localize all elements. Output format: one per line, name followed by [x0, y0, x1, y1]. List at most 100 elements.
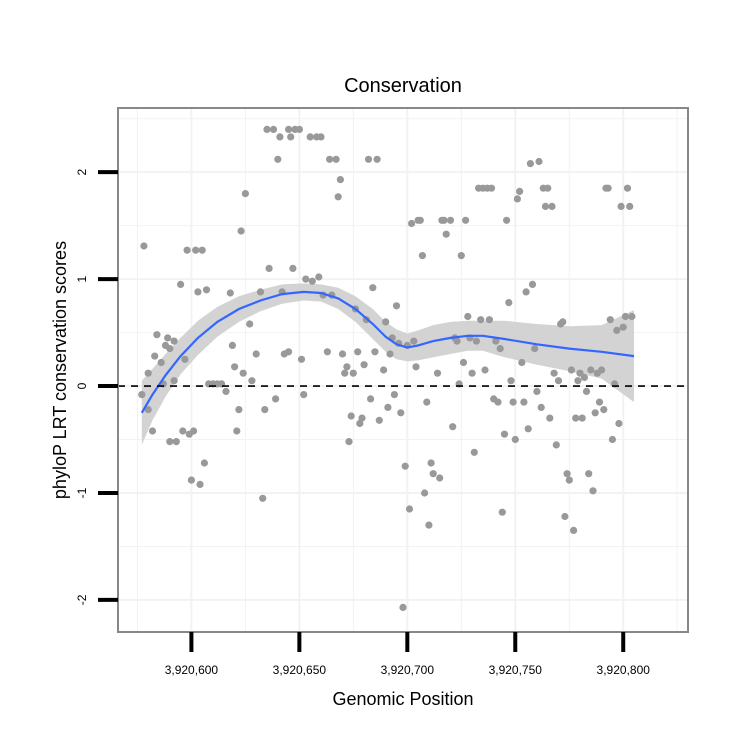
data-point: [541, 202, 550, 210]
data-point: [485, 316, 493, 324]
data-point: [613, 326, 621, 334]
data-point: [181, 355, 189, 363]
data-point: [144, 406, 152, 414]
data-point: [164, 334, 172, 342]
data-point: [295, 125, 303, 133]
data-point: [565, 476, 573, 484]
data-point: [468, 369, 476, 377]
data-point: [256, 288, 265, 296]
data-point: [574, 377, 582, 385]
data-point: [526, 160, 535, 168]
data-point: [598, 366, 606, 374]
data-point: [371, 348, 379, 356]
data-point: [231, 363, 239, 371]
data-point: [187, 476, 195, 484]
data-point: [570, 526, 578, 535]
data-point: [492, 337, 500, 345]
data-point: [190, 427, 198, 435]
confidence-ribbon-group: [141, 283, 635, 445]
data-point: [192, 246, 200, 254]
data-point: [276, 133, 284, 141]
data-point: [412, 363, 420, 371]
smooth-line-group: [140, 290, 635, 414]
data-point: [302, 275, 310, 283]
data-point: [380, 366, 388, 374]
data-point: [265, 264, 273, 272]
data-point: [552, 441, 560, 449]
data-point: [343, 363, 351, 371]
data-point: [608, 435, 617, 444]
x-tick-label: 3,920,600: [165, 663, 219, 677]
data-point: [576, 369, 584, 377]
data-point: [202, 286, 211, 294]
data-point: [453, 337, 461, 345]
data-point: [524, 425, 532, 433]
data-point: [375, 416, 383, 424]
y-tick-label: -1: [75, 487, 89, 498]
data-point: [572, 414, 580, 422]
data-point: [392, 302, 401, 310]
data-point: [429, 470, 437, 478]
data-point: [252, 350, 260, 358]
data-point: [626, 202, 634, 210]
data-point: [367, 395, 375, 403]
data-point: [369, 284, 377, 292]
data-point: [544, 184, 552, 192]
data-point: [382, 318, 390, 326]
data-point: [585, 470, 593, 478]
data-point: [183, 246, 191, 254]
data-point: [140, 242, 148, 250]
data-point: [259, 494, 267, 502]
data-point: [297, 355, 306, 363]
data-point: [341, 369, 349, 377]
data-point: [477, 316, 485, 324]
data-point: [222, 387, 230, 395]
data-point: [436, 474, 444, 482]
data-point: [520, 398, 528, 406]
smooth-line: [140, 290, 635, 414]
data-point: [289, 264, 297, 272]
data-point: [580, 373, 589, 382]
data-point: [194, 288, 202, 296]
data-point: [595, 398, 604, 406]
data-point: [237, 227, 245, 235]
data-point: [628, 312, 636, 321]
chart-title: Conservation: [344, 75, 462, 97]
y-axis-label: phyloP LRT conservation scores: [50, 241, 70, 499]
data-point: [423, 398, 431, 406]
data-point: [410, 337, 418, 345]
data-point: [349, 369, 357, 377]
x-tick-label: 3,920,750: [489, 663, 543, 677]
data-point: [509, 398, 517, 406]
data-point: [248, 377, 256, 385]
confidence-ribbon: [141, 283, 635, 445]
data-point: [589, 487, 597, 495]
data-point: [408, 219, 416, 228]
data-point: [459, 358, 468, 367]
data-point: [272, 395, 280, 403]
x-axis-label: Genomic Position: [332, 689, 473, 709]
data-point: [235, 406, 243, 414]
data-point: [179, 427, 187, 435]
data-point: [563, 470, 571, 478]
data-point: [153, 331, 161, 339]
data-point: [623, 184, 632, 192]
data-point: [144, 369, 152, 377]
data-point: [470, 448, 478, 456]
y-tick-label: 2: [75, 169, 89, 176]
data-point: [505, 299, 513, 307]
data-point: [582, 387, 591, 395]
data-point: [261, 406, 269, 414]
panel-border: [117, 107, 689, 633]
data-point: [487, 184, 496, 192]
x-tick-label: 3,920,650: [273, 663, 327, 677]
data-point: [386, 350, 394, 358]
data-point: [306, 133, 314, 141]
data-point: [518, 358, 526, 367]
data-point: [442, 230, 450, 238]
data-point: [619, 323, 627, 331]
data-point: [550, 369, 558, 377]
axis-ticks: 3,920,600 3,920,650 3,920,700 3,920,750 3,92…: [75, 169, 650, 677]
data-point: [354, 348, 362, 356]
data-point: [196, 480, 204, 488]
